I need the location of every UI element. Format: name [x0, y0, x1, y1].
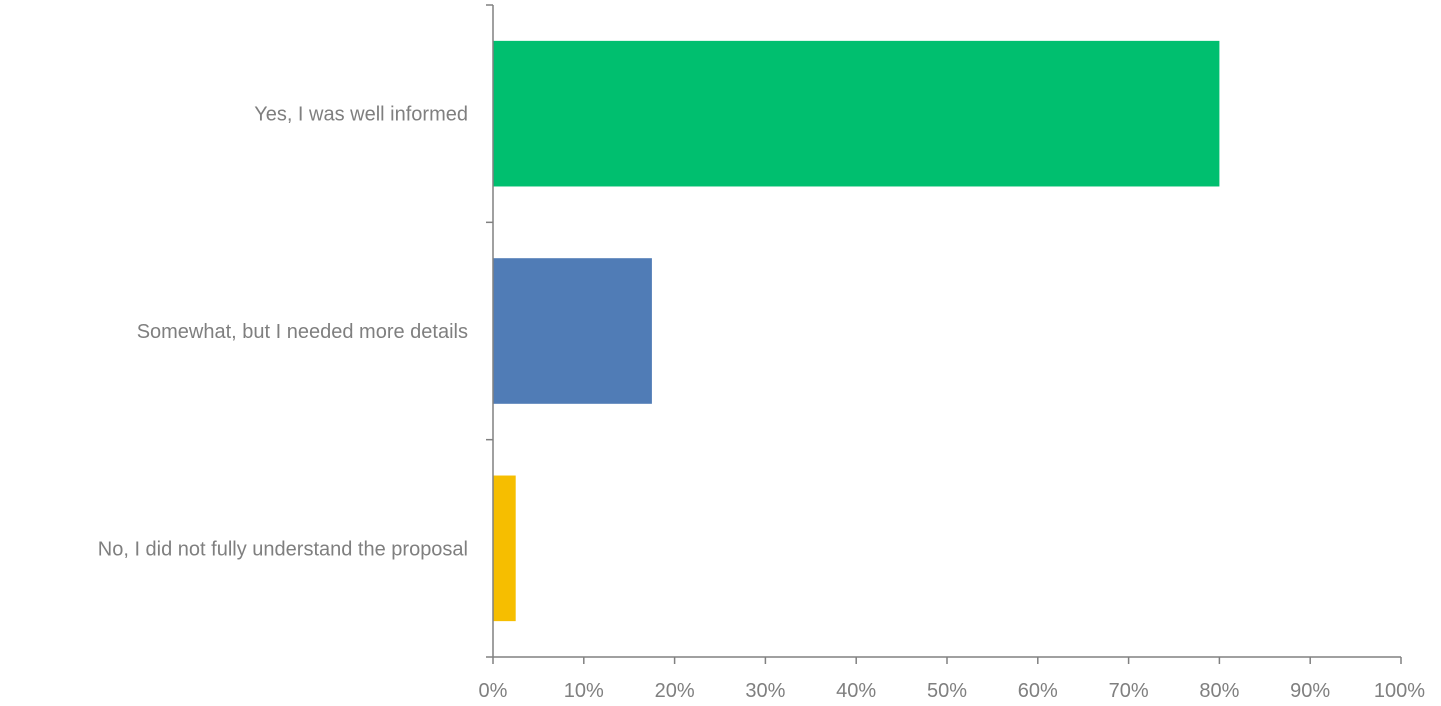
category-label-0: Yes, I was well informed [254, 104, 468, 126]
x-tick-label-0: 0% [479, 680, 508, 702]
x-tick-label-4: 40% [836, 680, 876, 702]
axes-group [486, 4, 1402, 664]
category-label-2: No, I did not fully understand the propo… [98, 538, 468, 560]
bar-0 [493, 40, 1220, 187]
x-tick-label-8: 80% [1199, 680, 1239, 702]
category-labels: Yes, I was well informed Somewhat, but I … [98, 104, 468, 561]
tick-labels: 0% 10% 20% 30% 40% 50% 60% 70% 80% 90% 100% [479, 680, 1426, 702]
x-tick-label-1: 10% [564, 680, 604, 702]
bar-1 [493, 258, 652, 404]
x-tick-label-7: 70% [1109, 680, 1149, 702]
x-tick-label-5: 50% [927, 680, 967, 702]
bar-2 [493, 475, 516, 622]
x-tick-label-6: 60% [1018, 680, 1058, 702]
x-tick-label-2: 20% [655, 680, 695, 702]
x-tick-label-3: 30% [745, 680, 785, 702]
x-tick-label-9: 90% [1290, 680, 1330, 702]
x-tick-label-10: 100% [1374, 680, 1425, 702]
bars-group [493, 40, 1220, 622]
category-label-1: Somewhat, but I needed more details [137, 321, 468, 343]
